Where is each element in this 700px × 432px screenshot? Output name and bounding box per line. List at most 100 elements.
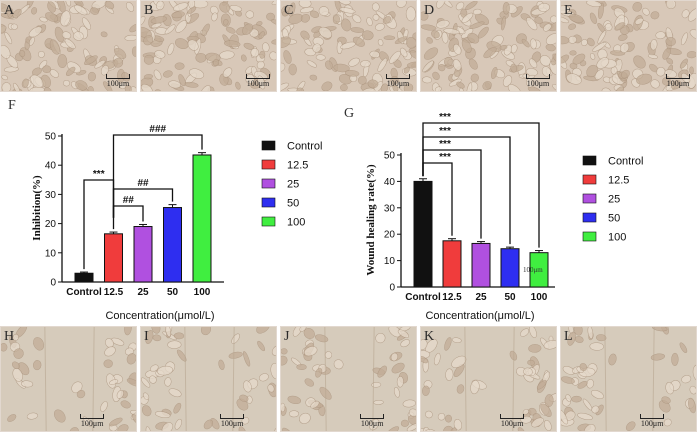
legend-swatch <box>582 212 597 223</box>
x-tick-label: 25 <box>137 287 149 298</box>
legend-swatch <box>582 193 597 204</box>
chart-f-xlabel: Concentration(μmol/L) <box>105 310 214 322</box>
legend-swatch <box>261 159 276 170</box>
significance-label: *** <box>439 126 451 137</box>
x-tick-label: 25 <box>475 292 487 303</box>
legend-label: Control <box>608 156 643 168</box>
x-tick-label: 12.5 <box>104 287 124 298</box>
significance-label: *** <box>439 152 451 163</box>
legend-label: 25 <box>608 194 620 206</box>
chart-g-ylabel: Wound healing rate(%) <box>365 164 377 276</box>
cell-texture <box>561 1 696 91</box>
significance-bracket <box>422 136 511 245</box>
y-tick-label: 30 <box>45 190 57 201</box>
legend-label: 50 <box>608 213 620 225</box>
legend-label: 25 <box>287 179 299 191</box>
micrograph-k: K 100μm <box>420 326 557 432</box>
micrograph-a: A 100μm <box>0 0 137 92</box>
bar-25 <box>471 242 491 288</box>
x-tick-label: 100 <box>531 292 548 303</box>
bar-12.5 <box>104 233 123 283</box>
legend-label: Control <box>287 141 322 153</box>
significance-bracket <box>422 122 540 248</box>
chart-f-ylabel: Inhibition(%) <box>31 175 43 241</box>
cell-texture <box>281 327 416 431</box>
micrograph-h: H 100μm <box>0 326 137 432</box>
significance-label: *** <box>439 112 451 123</box>
legend-label: 100 <box>608 232 626 244</box>
scale-bar: 100μm <box>360 414 385 428</box>
y-tick-label: 10 <box>45 248 57 259</box>
cell-texture <box>281 1 416 91</box>
figure-label-f: F <box>8 98 16 113</box>
scale-bar: 100μm <box>640 414 665 428</box>
panel-label: J <box>284 329 290 344</box>
legend-swatch <box>261 178 276 189</box>
legend-swatch <box>261 216 276 227</box>
cell-texture <box>141 327 276 431</box>
y-tick-label: 10 <box>384 256 396 267</box>
x-tick-label: 50 <box>167 287 179 298</box>
x-tick-label: 50 <box>504 292 516 303</box>
legend-swatch <box>261 197 276 208</box>
y-tick-label: 0 <box>50 278 56 289</box>
bar-100 <box>192 154 212 283</box>
legend-swatch <box>261 140 276 151</box>
legend-label: 12.5 <box>287 160 308 172</box>
scale-bar: 100μm <box>666 74 690 88</box>
scale-bar: 100μm <box>220 414 245 428</box>
significance-label: ## <box>123 195 135 206</box>
legend-label: 12.5 <box>608 175 629 187</box>
y-tick-label: 30 <box>384 203 396 214</box>
cell-texture <box>561 327 696 431</box>
legend-swatch <box>582 231 597 242</box>
panel-label: D <box>424 3 435 18</box>
significance-label: *** <box>93 169 105 180</box>
scale-bar: 100μm <box>246 74 270 88</box>
micrograph-d: D 100μm <box>420 0 557 92</box>
y-tick-label: 50 <box>384 151 396 162</box>
significance-bracket <box>112 205 144 222</box>
x-tick-label: 100 <box>194 287 211 298</box>
scale-bar: 100μm <box>526 74 550 88</box>
scale-bar: 100μm <box>80 414 105 428</box>
micrograph-c: C 100μm <box>280 0 417 92</box>
scale-bar: 100μm <box>106 74 130 88</box>
chart-g-inset-scale: 100μm <box>523 266 543 274</box>
bar-12.5 <box>442 240 462 288</box>
figure-label-g: G <box>344 106 355 121</box>
panel-label: L <box>564 329 573 344</box>
significance-bracket <box>112 134 203 218</box>
cell-texture <box>421 327 556 431</box>
cell-texture <box>421 1 556 91</box>
scale-bar: 100μm <box>386 74 410 88</box>
bar-50 <box>163 207 182 283</box>
y-tick-label: 20 <box>384 230 396 241</box>
legend-swatch <box>582 155 597 166</box>
cell-texture <box>141 1 276 91</box>
significance-label: *** <box>439 139 451 150</box>
panel-label: A <box>4 3 15 18</box>
significance-label: ## <box>137 178 149 189</box>
legend-label: 100 <box>287 217 305 229</box>
panel-label: B <box>144 3 154 18</box>
chart-g-xlabel: Concentration(μmol/L) <box>425 310 534 322</box>
x-tick-label: 12.5 <box>442 292 462 303</box>
micrograph-l: L 100μm <box>560 326 697 432</box>
micrograph-i: I 100μm <box>140 326 277 432</box>
y-tick-label: 50 <box>45 132 57 143</box>
micrograph-b: B 100μm <box>140 0 277 92</box>
bar-50 <box>500 248 520 288</box>
legend-swatch <box>582 174 597 185</box>
micrograph-j: J 100μm <box>280 326 417 432</box>
bar-Control <box>74 272 94 283</box>
bar-25 <box>133 226 153 283</box>
cell-texture <box>1 1 136 91</box>
panel-label: E <box>564 3 573 18</box>
bar-Control <box>413 180 433 288</box>
legend-label: 50 <box>287 198 299 210</box>
y-tick-label: 40 <box>384 177 396 188</box>
cell-texture <box>1 327 136 431</box>
panel-label: H <box>4 329 15 344</box>
